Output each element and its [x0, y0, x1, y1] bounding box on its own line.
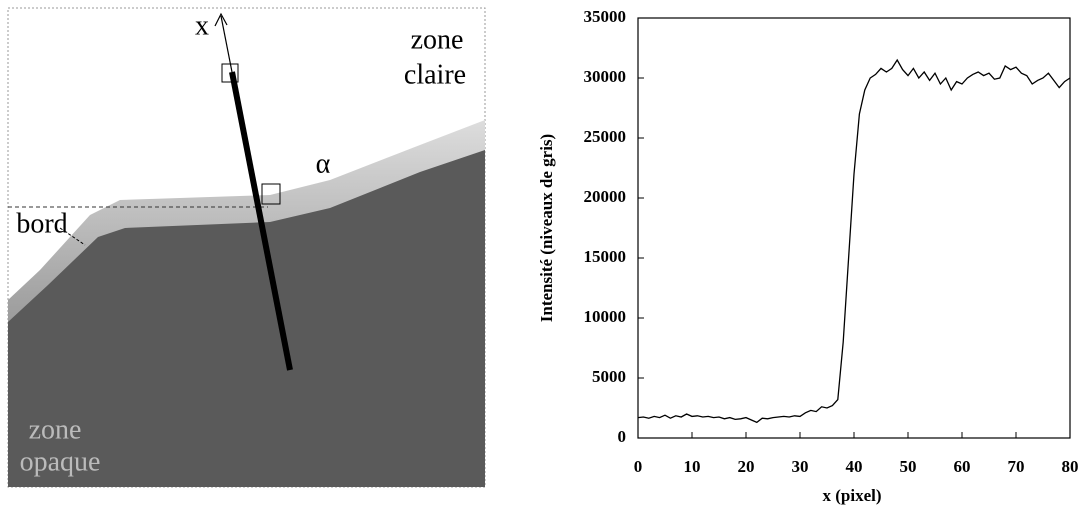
x-tick-label: 0 — [634, 457, 643, 476]
x-tick-label: 40 — [846, 457, 863, 476]
x-tick-label: 50 — [900, 457, 917, 476]
angle-label: α — [316, 148, 331, 179]
x-tick-label: 70 — [1008, 457, 1025, 476]
micrograph: x zone claire α bord zone opaque — [7, 7, 486, 488]
x-tick-label: 30 — [792, 457, 809, 476]
zone-label: zone — [29, 414, 82, 445]
x-tick-label: 60 — [954, 457, 971, 476]
profile-line — [229, 71, 293, 371]
y-tick-label: 5000 — [592, 367, 626, 386]
arrowhead — [214, 12, 228, 27]
y-tick-label: 30000 — [584, 67, 627, 86]
chart: x (pixel) Intensité (niveaux de gris) 0 5… — [537, 7, 1078, 505]
x-tick-label: 10 — [684, 457, 701, 476]
zone-label: opaque — [20, 446, 101, 477]
intensity-line — [637, 58, 1071, 424]
y-tick-label: 20000 — [584, 187, 627, 206]
x-tick-label: 80 — [1062, 457, 1078, 476]
axis-letter: x — [195, 10, 209, 41]
y-tick-label: 35000 — [584, 7, 627, 26]
x-axis-title: x (pixel) — [822, 486, 881, 505]
opaque-region — [8, 150, 485, 487]
edge-label: bord — [16, 208, 67, 239]
y-axis-title: Intensité (niveaux de gris) — [537, 134, 556, 322]
x-tick-label: 20 — [738, 457, 755, 476]
zone-label: claire — [404, 59, 466, 90]
plot-frame — [637, 17, 1071, 439]
y-tick-label: 25000 — [584, 127, 627, 146]
y-tick-label: 15000 — [584, 247, 627, 266]
marker-square — [221, 63, 239, 83]
y-tick-label: 0 — [618, 427, 627, 446]
pointer-line — [59, 227, 86, 246]
zone-label: zone — [411, 24, 464, 55]
y-tick-label: 10000 — [584, 307, 627, 326]
marker-square — [261, 183, 281, 205]
x-axis-arrow — [220, 15, 233, 73]
